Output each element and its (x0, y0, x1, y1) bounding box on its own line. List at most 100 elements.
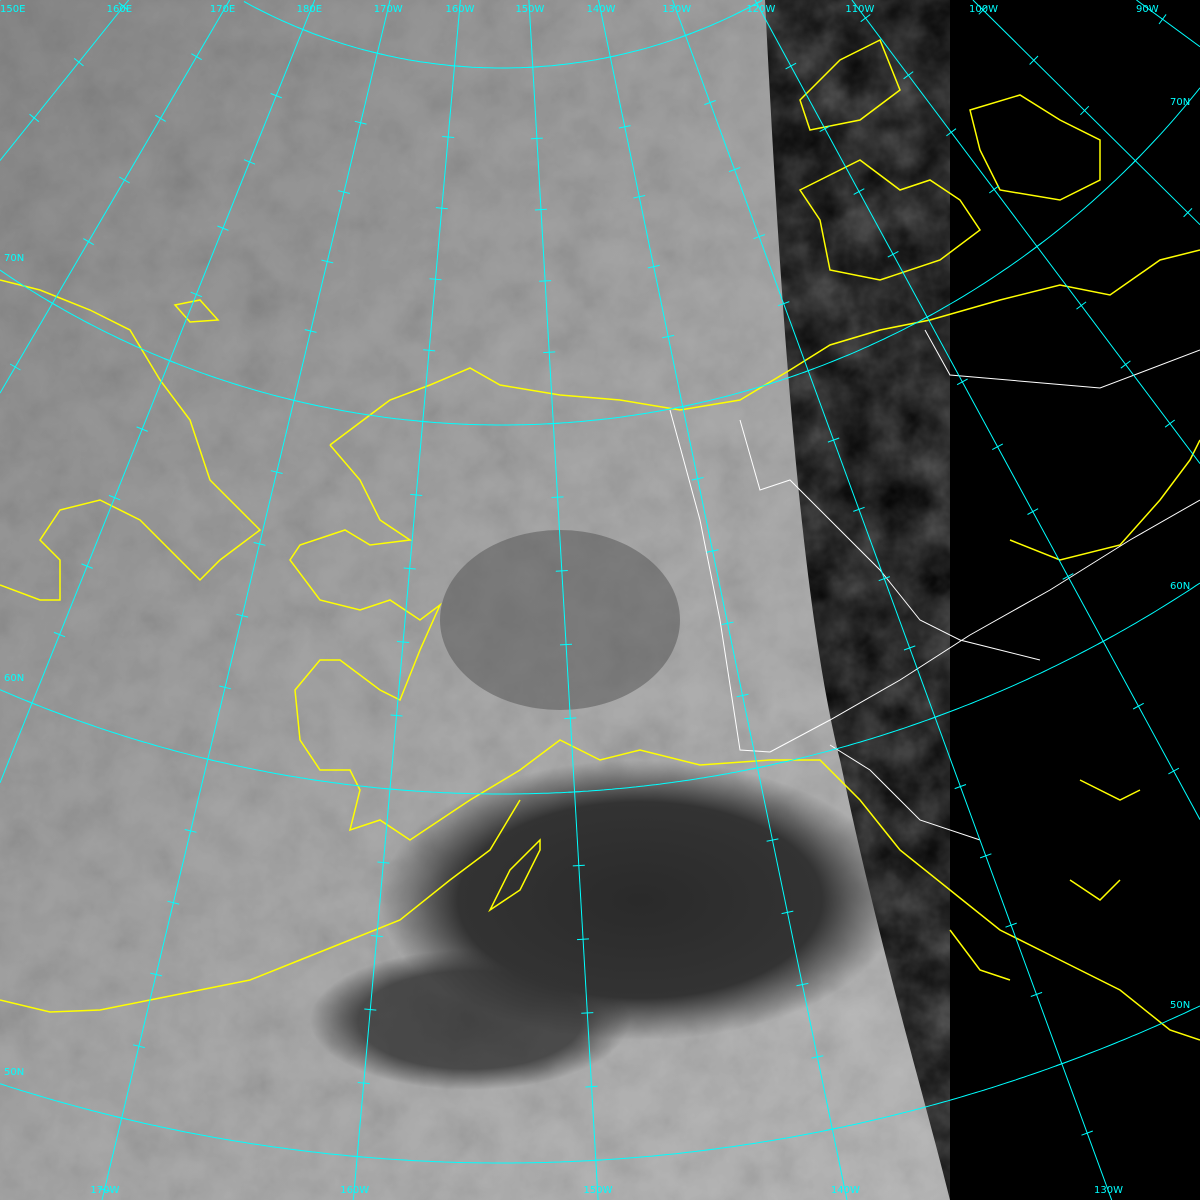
graticule-tick (1164, 419, 1175, 428)
meridian (0, 0, 1, 1)
graticule-tick (163, 358, 176, 364)
graticule-tick (826, 1127, 839, 1131)
graticule-tick (98, 1187, 111, 1192)
graticule-tick (73, 58, 84, 67)
graticule-tick (827, 437, 840, 443)
graticule-tick (1030, 991, 1043, 997)
graticule-label: 130W (662, 4, 692, 15)
graticule-tick (988, 185, 1000, 194)
graticule-tick (1130, 156, 1140, 166)
graticule-tick (878, 576, 891, 582)
graticule-tick (397, 641, 410, 643)
graticule-tick (167, 900, 180, 905)
graticule-label: 170W (90, 1185, 120, 1196)
clear-ocean-bering (310, 950, 630, 1090)
meridian (972, 0, 1200, 226)
graticule-label: 70N (1170, 97, 1191, 109)
meridian (0, 0, 130, 161)
graticule-label: 60N (1170, 581, 1191, 593)
graticule-tick (270, 93, 282, 99)
graticule-tick (9, 363, 21, 371)
graticule-tick (83, 238, 94, 246)
graticule-tick (377, 861, 390, 864)
graticule-tick (136, 426, 148, 432)
graticule-tick (1062, 573, 1074, 580)
graticule-tick (992, 443, 1004, 451)
graticule-tick (721, 621, 734, 625)
graticule-tick (704, 100, 716, 106)
graticule-tick (1132, 702, 1144, 710)
graticule-tick (108, 494, 121, 501)
graticule-tick (383, 788, 397, 790)
graticule-tick (184, 829, 197, 833)
meridian (101, 0, 391, 1200)
graticule-tick (903, 645, 916, 651)
graticule-label: 60N (4, 672, 25, 684)
graticule-tick (29, 113, 40, 123)
graticule-tick (132, 1044, 145, 1049)
graticule-tick (551, 496, 564, 498)
graticule-tick (543, 351, 556, 354)
graticule-tick (785, 62, 797, 70)
graticule-label: 100W (969, 4, 998, 15)
graticule-tick (921, 313, 933, 321)
graticule-tick (243, 159, 256, 165)
graticule-tick (416, 420, 429, 423)
graticule-tick (410, 493, 423, 496)
graticule-tick (119, 176, 130, 184)
graticule-tick (796, 982, 809, 987)
graticule-tick (954, 784, 967, 790)
graticule-tick (736, 693, 749, 698)
graticule-tick (576, 938, 590, 941)
graticule-tick (903, 71, 914, 80)
graticule-tick (781, 910, 794, 915)
graticule-tick (929, 714, 941, 720)
graticule-tick (589, 1159, 602, 1162)
graticule-tick (270, 470, 283, 474)
graticule-tick (217, 225, 229, 231)
graticule-tick (81, 563, 93, 569)
graticule-label: 150W (515, 4, 545, 15)
graticule-tick (150, 972, 163, 977)
parallel-80n (243, 1, 761, 69)
political-borders (669, 329, 1200, 841)
graticule-tick (1097, 637, 1109, 645)
graticule-label: 150E (0, 4, 26, 15)
graticule-tick (751, 766, 764, 770)
graticule-label: 160E (106, 4, 133, 15)
graticule-tick (530, 137, 543, 140)
parallel-70n (0, 87, 1200, 426)
graticule-tick (338, 190, 350, 194)
graticule-tick (390, 714, 403, 717)
graticule-tick (534, 208, 547, 211)
graticule-tick (676, 404, 689, 409)
graticule-tick (201, 757, 214, 762)
graticule-tick (526, 66, 539, 68)
meridian (754, 0, 1200, 820)
graticule-tick (819, 125, 831, 133)
graticule-tick (370, 935, 383, 938)
meridian (672, 0, 1113, 1200)
graticule-tick (351, 1155, 364, 1158)
graticule-tick (853, 188, 865, 195)
graticule-tick (253, 542, 266, 546)
graticule-tick (802, 368, 814, 374)
graticule-tick (26, 700, 38, 706)
graticule-tick (1158, 14, 1167, 25)
graticule-tick (751, 0, 763, 7)
graticule-tick (297, 26, 309, 33)
graticule-tick (354, 120, 367, 125)
graticule-label: 150W (583, 1185, 613, 1196)
graticule-tick (946, 128, 957, 137)
graticule-tick (321, 259, 334, 264)
graticule-tick (47, 299, 58, 307)
graticule-tick (766, 838, 779, 842)
parallel-60n (0, 582, 1200, 795)
meridian (1136, 0, 1200, 48)
graticule-tick (568, 791, 581, 793)
graticule-tick (1056, 1061, 1068, 1067)
graticule-tick (288, 398, 300, 403)
graticule-tick (547, 422, 560, 425)
